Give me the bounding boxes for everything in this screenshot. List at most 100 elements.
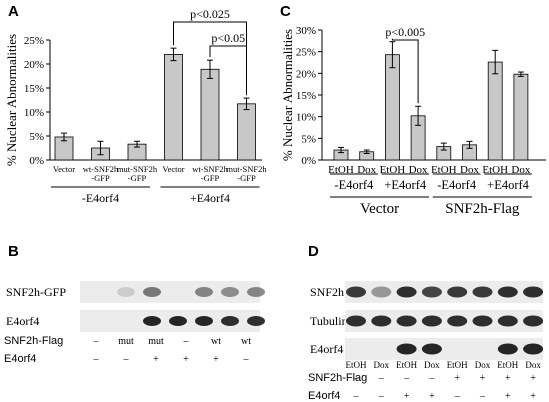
y-tick-label: 5% (301, 133, 316, 145)
condition-value: mut (118, 336, 134, 347)
chart-panel-c: 0% 5% 10% 15% 20% 25% 30%% Nuclear Abnormaliti… (280, 25, 546, 217)
condition-value: mut (148, 336, 164, 347)
category-label: mut-SNF2h (117, 164, 158, 174)
condition-value: – (479, 391, 486, 402)
blot-band (523, 343, 544, 355)
blot-band (117, 287, 135, 297)
y-tick-label: 25% (24, 35, 44, 47)
condition-value: + (530, 391, 536, 402)
category-label: -GFP (237, 173, 256, 183)
blot-band (169, 316, 187, 326)
y-tick-label: 15% (296, 90, 316, 102)
lane-label: EtOH (497, 360, 518, 370)
condition-value: + (153, 354, 159, 365)
category-label: Dox (511, 164, 530, 176)
y-tick-label: 15% (24, 83, 44, 95)
condition-value: – (123, 354, 130, 365)
significance-bracket (391, 38, 419, 104)
condition-value: wt (211, 336, 221, 347)
panel-letter-b: B (8, 243, 19, 260)
blot-row-label: E4orf4 (6, 314, 39, 328)
group-label: -E4orf4 (334, 178, 374, 192)
blot-band (143, 316, 161, 326)
bar (237, 103, 256, 161)
lane-label: Dox (475, 360, 491, 370)
condition-value: – (403, 373, 410, 384)
blot-band (497, 315, 518, 327)
condition-value: – (353, 391, 360, 402)
condition-value: – (454, 391, 461, 402)
blot-band (396, 315, 417, 327)
y-tick-label: 30% (296, 25, 316, 37)
condition-label: E4orf4 (4, 353, 36, 365)
group-label: +E4orf4 (487, 178, 530, 192)
chart-panel-a: 0% 5% 10% 15% 20% 25% % Nuclear Abnormalities V… (4, 7, 267, 205)
blot-band (497, 286, 518, 298)
condition-label: SNF2h-Flag (4, 335, 63, 347)
bar (487, 61, 503, 161)
blot-band (143, 287, 161, 297)
y-tick-label: 0% (301, 155, 316, 167)
group-label: -E4orf4 (82, 191, 119, 205)
category-label: Vector (53, 164, 75, 174)
category-label: EtOH (482, 164, 508, 176)
category-label: mut-SNF2h (226, 164, 267, 174)
blot-band (421, 286, 442, 298)
blot-row-label: Tubulin (310, 314, 348, 328)
condition-value: – (93, 336, 100, 347)
blot-band (421, 343, 442, 355)
blot-band (195, 287, 213, 297)
condition-value: wt (241, 336, 251, 347)
lane-label: EtOH (346, 360, 367, 370)
blot-row-label: SNF2h (310, 285, 344, 299)
blot-strip (345, 281, 543, 303)
bar (513, 73, 529, 161)
lane-label: Dox (424, 360, 440, 370)
lane-label: Dox (374, 360, 390, 370)
y-tick-label: 20% (24, 59, 44, 71)
condition-value: + (505, 391, 511, 402)
significance-label: p<0.05 (211, 31, 245, 45)
blot-band (447, 315, 468, 327)
condition-value: – (353, 373, 360, 384)
blot-band (497, 343, 518, 355)
condition-value: – (378, 391, 385, 402)
category-label: -GFP (91, 173, 110, 183)
blot-band (421, 315, 442, 327)
condition-label: SNF2h-Flag (308, 372, 367, 384)
blot-band (195, 316, 213, 326)
panel-letter-a: A (8, 3, 19, 20)
blot-band (396, 343, 417, 355)
condition-value: + (183, 354, 189, 365)
category-label: Dox (357, 164, 376, 176)
bar (200, 68, 220, 161)
condition-value: + (480, 373, 486, 384)
blot-row-label: E4orf4 (310, 342, 343, 356)
y-tick-label: 5% (29, 131, 44, 143)
group-label: +E4orf4 (384, 178, 427, 192)
category-label: Dox (460, 164, 479, 176)
blot-strip (345, 310, 543, 332)
panel-letter-d: D (308, 243, 319, 260)
panel-letter-c: C (280, 3, 291, 20)
category-label: wt-SNF2h (83, 164, 119, 174)
y-tick-label: 10% (296, 112, 316, 124)
bar (384, 54, 400, 161)
condition-value: – (183, 336, 190, 347)
condition-value: + (505, 373, 511, 384)
condition-value: + (454, 373, 460, 384)
condition-value: + (213, 354, 219, 365)
y-tick-label: 0% (29, 155, 44, 167)
blot-band (472, 286, 493, 298)
bar (164, 54, 183, 161)
y-axis-label: % Nuclear Abnormalities (4, 34, 19, 166)
y-axis-label: % Nuclear Abnormalities (280, 29, 295, 161)
condition-value: + (530, 373, 536, 384)
blot-band (346, 315, 366, 327)
blot-panel-b: SNF2h-GFP E4orf4 SNF2h-Flag – mut mut – wt wt E4o… (4, 281, 265, 365)
category-label: EtOH (431, 164, 457, 176)
condition-value: – (378, 373, 385, 384)
category-label: Vector (162, 164, 184, 174)
